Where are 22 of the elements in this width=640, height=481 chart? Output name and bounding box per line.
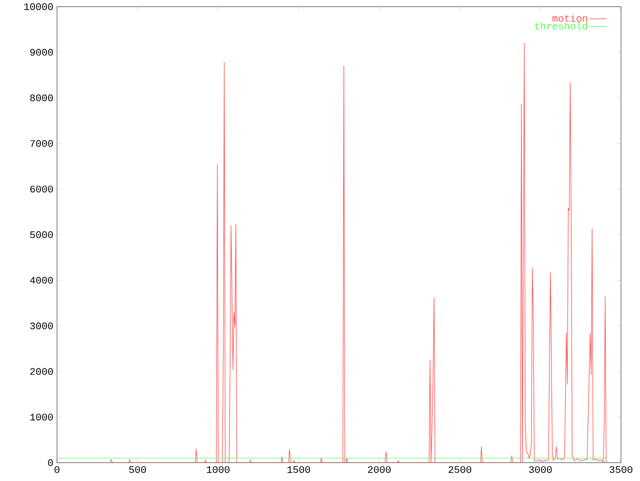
y-tick-label: 9000 <box>30 49 53 56</box>
x-tick-label: 0 <box>54 466 60 474</box>
y-tick-label: 4000 <box>30 277 53 284</box>
legend-label: motion <box>552 14 588 22</box>
y-tick-label: 8000 <box>30 94 53 102</box>
legend-label: threshold <box>535 22 588 30</box>
y-tick-label: 1000 <box>30 414 53 421</box>
y-tick-label: 10000 <box>24 3 53 10</box>
y-tick-label: 3000 <box>30 322 53 330</box>
x-tick-label: 2000 <box>368 466 391 474</box>
line-series <box>110 43 606 463</box>
x-tick-label: 3500 <box>610 466 632 474</box>
y-tick-label: 0 <box>48 459 53 466</box>
y-tick-label: 6000 <box>30 186 53 193</box>
x-tick-label: 500 <box>129 466 146 474</box>
x-tick-label: 2500 <box>448 466 472 474</box>
y-tick-label: 2000 <box>30 368 53 376</box>
x-tick-label: 3000 <box>529 466 552 474</box>
x-tick-label: 1000 <box>206 466 230 474</box>
y-tick-label: 5000 <box>30 231 53 238</box>
x-tick-label: 1500 <box>287 466 310 474</box>
y-tick-label: 7000 <box>30 140 53 148</box>
